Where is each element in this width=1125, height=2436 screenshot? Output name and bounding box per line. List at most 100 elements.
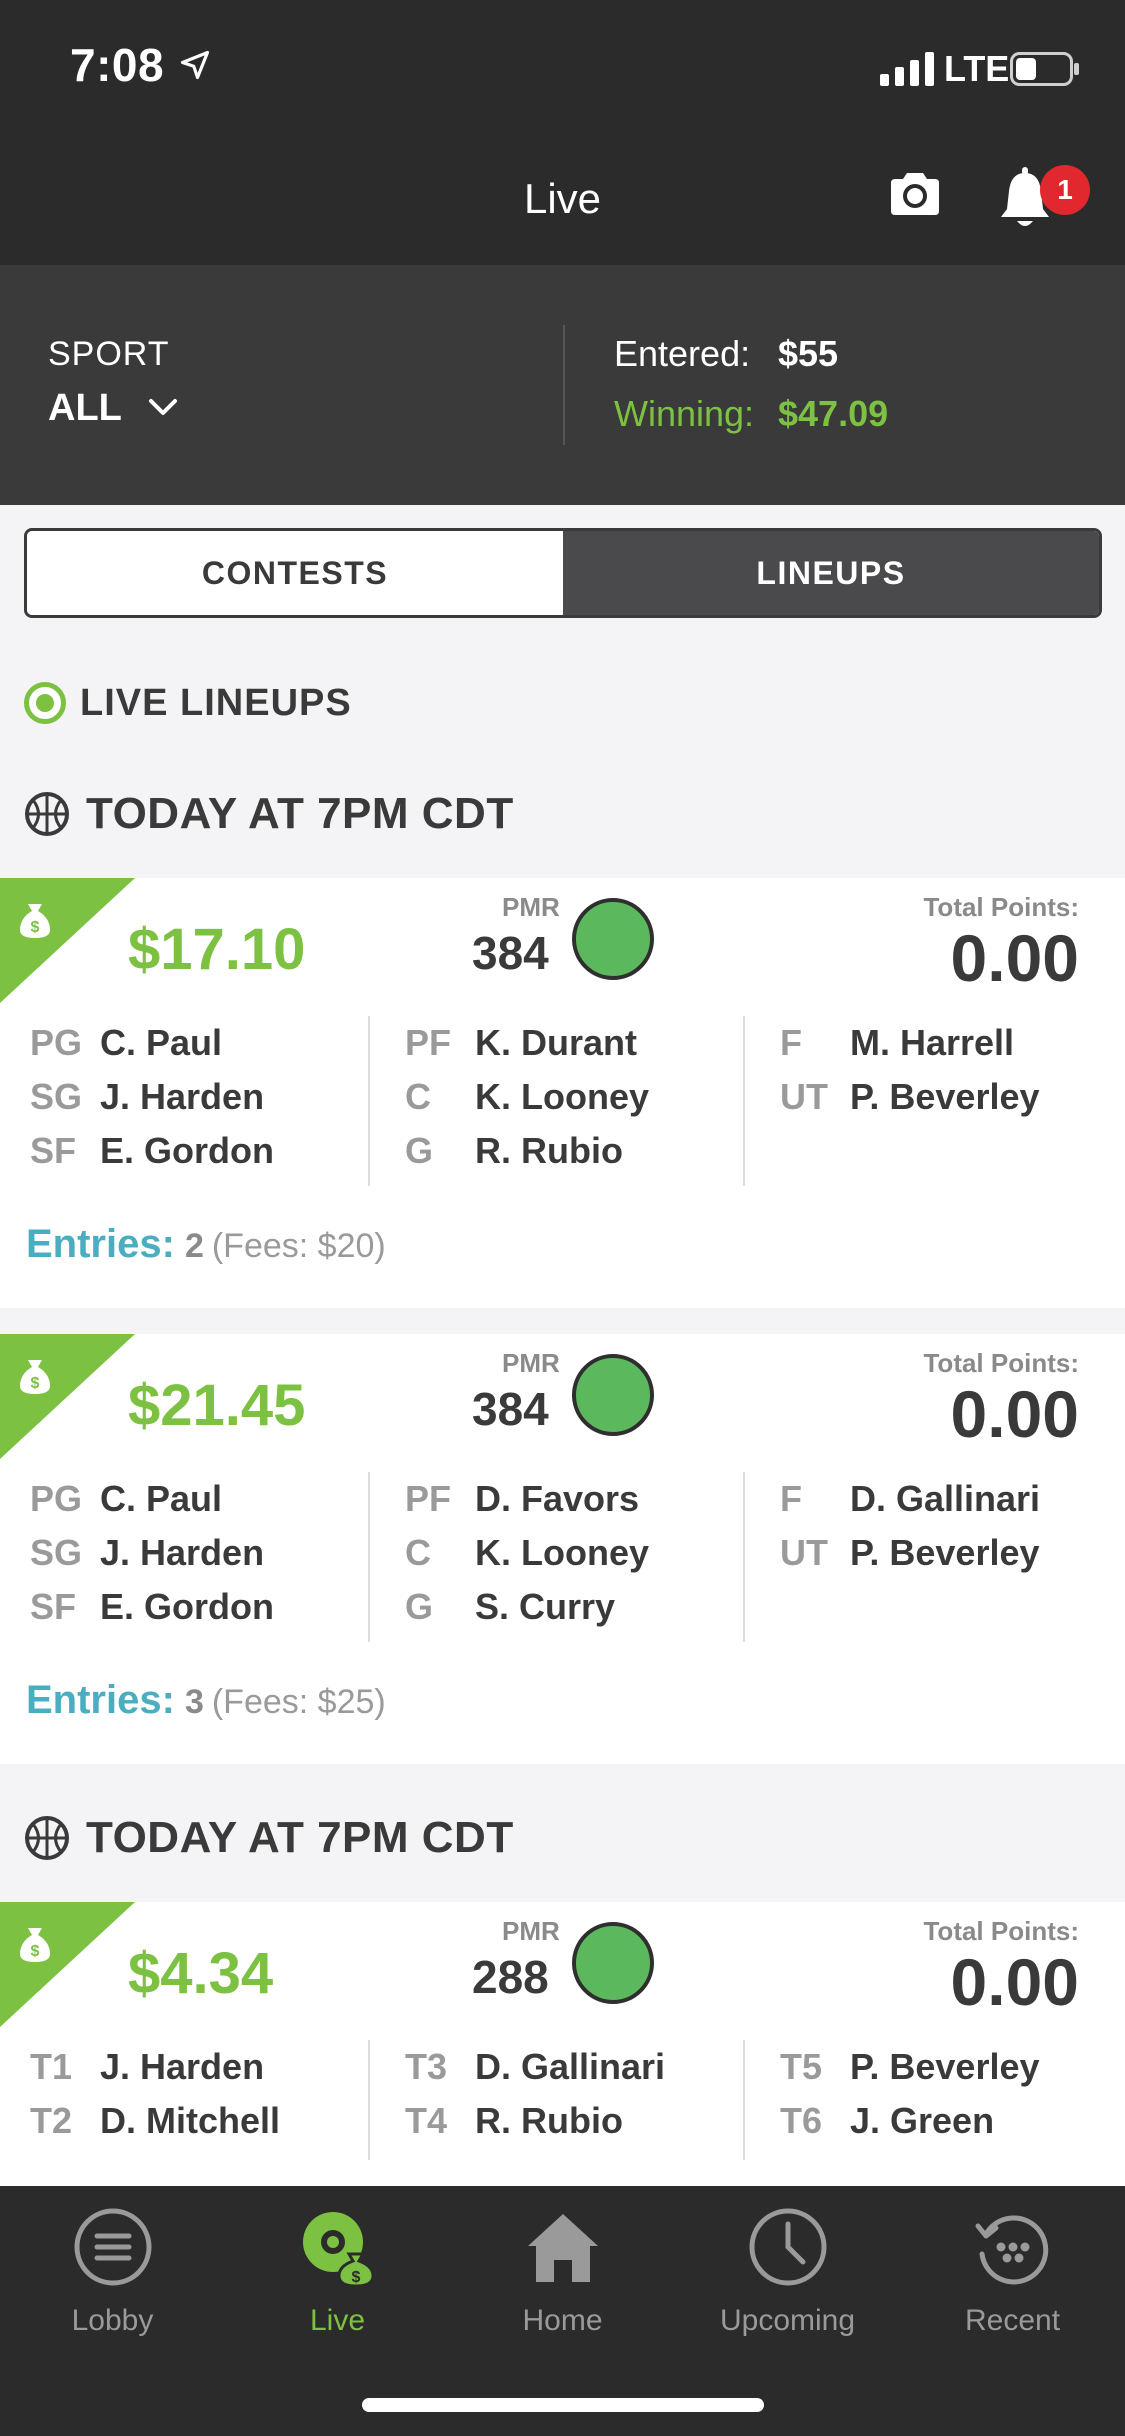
entries-fees: (Fees: $20) [211, 1227, 386, 1265]
roster-row: T5 P. Beverley [780, 2040, 1120, 2094]
chevron-down-icon[interactable] [148, 397, 178, 419]
total-points-label: Total Points: [923, 892, 1079, 922]
roster-row: PG C. Paul [30, 1016, 370, 1070]
pmr-status-icon [572, 1354, 654, 1436]
tab-live[interactable]: $ Live [225, 2206, 450, 2338]
money-bag-icon: $ [20, 904, 50, 938]
lineup-card[interactable]: $ $4.34 PMR 288 Total Points: 0.00 T1 J. … [0, 1902, 1125, 2192]
roster-row: SG J. Harden [30, 1526, 370, 1580]
position: PG [30, 1478, 83, 1519]
status-bar: 7:08 LTE [0, 0, 1125, 135]
nav-bar: Live 1 [0, 135, 1125, 265]
position: F [780, 1478, 802, 1519]
player-name: D. Mitchell [100, 2100, 281, 2141]
tab-upcoming[interactable]: Upcoming [675, 2206, 900, 2338]
live-lineups-label: LIVE LINEUPS [80, 681, 352, 724]
camera-icon[interactable] [885, 165, 945, 225]
roster-column: F M. Harrell UT P. Beverley [780, 1016, 1120, 1124]
roster-column: T5 P. Beverley T6 J. Green [780, 2040, 1120, 2148]
divider [368, 1016, 370, 1186]
svg-text:$: $ [31, 919, 40, 936]
history-icon [975, 2215, 1048, 2285]
pmr-status-icon [572, 1922, 654, 2004]
tab-lineups[interactable]: LINEUPS [563, 531, 1099, 615]
total-points-value: 0.00 [950, 1377, 1079, 1451]
roster-row: T3 D. Gallinari [405, 2040, 745, 2094]
entries-count: 2 [184, 1227, 204, 1265]
player-name: D. Gallinari [850, 1478, 1041, 1519]
position: SG [30, 1532, 83, 1573]
tab-lobby[interactable]: Lobby [0, 2206, 225, 2338]
sport-dropdown[interactable]: ALL [48, 387, 122, 429]
player-name: K. Durant [475, 1022, 637, 1063]
bell-icon[interactable] [995, 165, 1055, 235]
roster: PG C. Paul SG J. Harden SF E. Gordon PF K. D… [0, 1016, 1125, 1186]
player-name: P. Beverley [850, 1532, 1040, 1573]
player-name: J. Harden [100, 1532, 265, 1573]
money-bag-icon: $ [20, 1360, 50, 1394]
roster-row: T4 R. Rubio [405, 2094, 745, 2148]
total-points-label: Total Points: [923, 1916, 1079, 1946]
svg-text:$: $ [31, 1375, 40, 1392]
roster-row: F M. Harrell [780, 1016, 1120, 1070]
player-name: R. Rubio [475, 2100, 623, 2141]
position: F [780, 1022, 802, 1063]
prize-corner [0, 1902, 135, 2027]
entries-row[interactable]: Entries: 3 (Fees: $25) [26, 1678, 386, 1723]
position: C [405, 1532, 431, 1573]
status-time: 7:08 [70, 39, 165, 91]
player-name: J. Harden [100, 2046, 265, 2087]
roster-row: T2 D. Mitchell [30, 2094, 370, 2148]
winning-value: $47.09 [778, 393, 889, 434]
divider [368, 1472, 370, 1642]
entries-label: Entries: [26, 1222, 175, 1266]
player-name: P. Beverley [850, 2046, 1040, 2087]
position: T2 [30, 2100, 73, 2141]
roster-column: T3 D. Gallinari T4 R. Rubio [405, 2040, 745, 2148]
tab-contests[interactable]: CONTESTS [27, 531, 563, 615]
tab-label: Upcoming [719, 2304, 856, 2337]
divider [743, 1016, 745, 1186]
svg-text:$: $ [31, 1943, 40, 1960]
prize-amount: $21.45 [128, 1373, 306, 1438]
player-name: S. Curry [475, 1586, 616, 1627]
basketball-icon [25, 792, 69, 836]
roster-row: T1 J. Harden [30, 2040, 370, 2094]
player-name: C. Paul [100, 1478, 223, 1519]
position: T1 [30, 2046, 73, 2087]
clock-icon [749, 2208, 826, 2286]
notification-badge: 1 [1040, 165, 1090, 215]
tab-home[interactable]: Home [450, 2206, 675, 2338]
entries-row[interactable]: Entries: 2 (Fees: $20) [26, 1222, 386, 1267]
player-name: J. Green [850, 2100, 995, 2141]
money-bag-icon: $ [20, 1928, 50, 1962]
pmr-label: PMR [502, 1348, 560, 1378]
player-name: J. Harden [100, 1076, 265, 1117]
list-icon [74, 2208, 151, 2286]
lineup-card[interactable]: $ $17.10 PMR 384 Total Points: 0.00 PG C.… [0, 878, 1125, 1308]
roster-row: UT P. Beverley [780, 1070, 1120, 1124]
roster-column: PG C. Paul SG J. Harden SF E. Gordon [30, 1472, 370, 1634]
total-points-value: 0.00 [950, 921, 1079, 995]
roster-row: C K. Looney [405, 1526, 745, 1580]
tab-bar: Lobby $ Live Home Upcoming [0, 2186, 1125, 2436]
home-indicator [362, 2398, 764, 2412]
roster: PG C. Paul SG J. Harden SF E. Gordon PF D. F… [0, 1472, 1125, 1642]
tab-label: Live [309, 2304, 366, 2337]
prize-corner [0, 1334, 135, 1459]
position: C [405, 1076, 431, 1117]
summary-panel: SPORT ALL Entered: $55 Winning: $47.09 [0, 265, 1125, 505]
roster-row: PF D. Favors [405, 1472, 745, 1526]
tab-label: Recent [964, 2304, 1061, 2337]
location-arrow-icon [180, 50, 210, 80]
tab-recent[interactable]: Recent [900, 2206, 1125, 2338]
pmr-label: PMR [502, 892, 560, 922]
position: UT [780, 1076, 828, 1117]
lineup-card[interactable]: $ $21.45 PMR 384 Total Points: 0.00 PG C.… [0, 1334, 1125, 1764]
home-icon [527, 2214, 598, 2282]
prize-amount: $17.10 [128, 917, 306, 982]
page-title: Live [523, 175, 602, 222]
tab-label: Home [522, 2304, 603, 2337]
position: T6 [780, 2100, 823, 2141]
player-name: D. Favors [475, 1478, 640, 1519]
